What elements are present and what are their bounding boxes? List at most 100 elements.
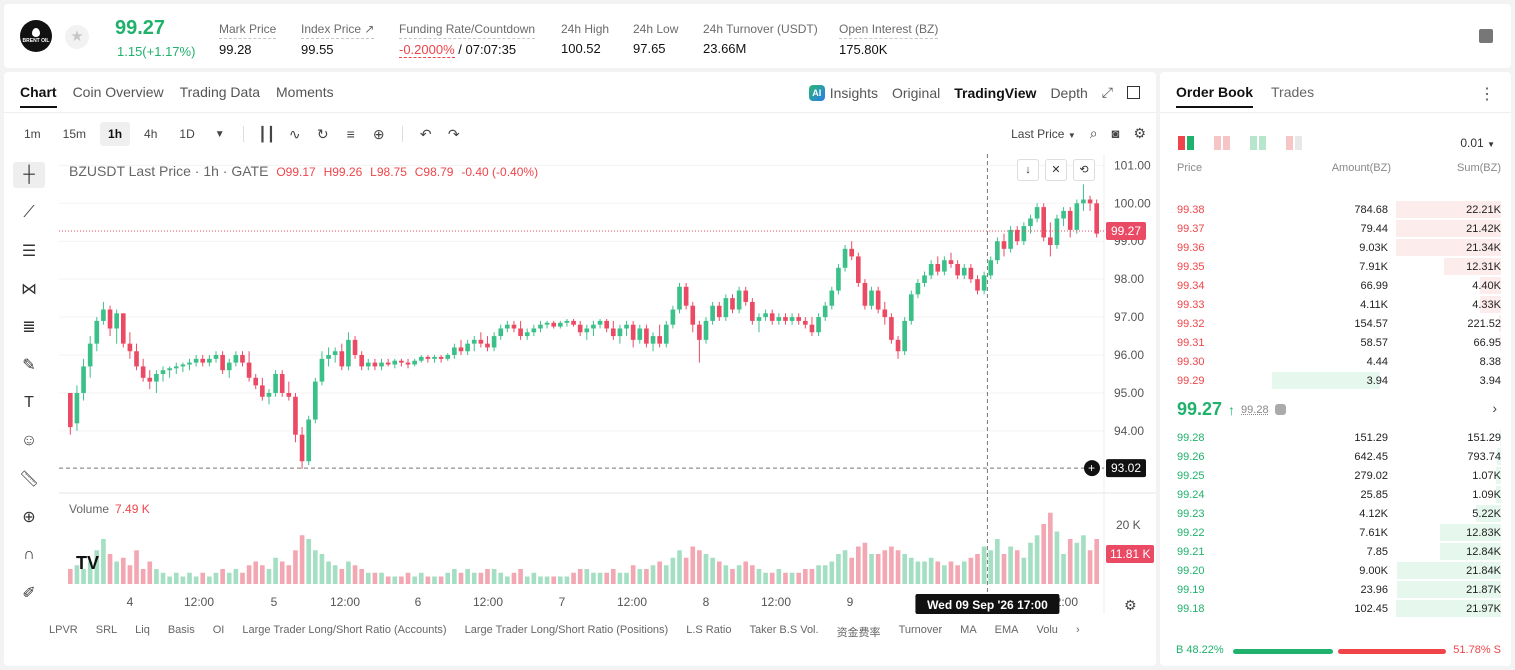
tradingview-button[interactable]: TradingView — [954, 84, 1037, 101]
ask-row[interactable]: 99.33 4.11K 4.33K — [1160, 295, 1511, 314]
favorite-star-icon[interactable]: ★ — [65, 25, 89, 49]
more-options-icon[interactable]: ⋮ — [1479, 86, 1495, 103]
ask-row[interactable]: 99.30 4.44 8.38 — [1160, 352, 1511, 371]
both-sides-icon[interactable] — [1178, 136, 1194, 150]
timeframe-1m[interactable]: 1m — [24, 127, 41, 141]
text-icon[interactable]: T — [24, 394, 34, 411]
precision-select[interactable]: 0.01 ▼ — [1460, 136, 1495, 150]
bid-row[interactable]: 99.18 102.45 21.97K — [1160, 599, 1511, 618]
ask-row[interactable]: 99.32 154.57 221.52 — [1160, 314, 1511, 333]
bid-row[interactable]: 99.25 279.02 1.07K — [1160, 466, 1511, 485]
indicators-icon[interactable]: ∿ — [288, 125, 301, 142]
candle-body — [326, 355, 331, 359]
depth-button[interactable]: Depth — [1050, 84, 1088, 101]
open-interest-stat[interactable]: Open Interest (BZ) 175.80K — [839, 22, 939, 57]
chevron-right-icon[interactable]: › — [1075, 624, 1080, 636]
tab-chart[interactable]: Chart — [20, 84, 57, 108]
tab-trading-data[interactable]: Trading Data — [179, 84, 261, 100]
pattern-icon[interactable]: ⋈ — [21, 281, 37, 298]
ask-row[interactable]: 99.29 3.94 3.94 — [1160, 371, 1511, 390]
indicator-oi[interactable]: OI — [212, 624, 225, 636]
indicator-large-trader-accounts[interactable]: Large Trader Long/Short Ratio (Accounts) — [242, 624, 447, 636]
templates-icon[interactable]: ≡ — [346, 126, 355, 142]
ruler-icon[interactable]: 📏︎ — [18, 471, 40, 488]
mark-price-ref[interactable]: 99.28 — [1241, 403, 1269, 416]
bid-row[interactable]: 99.20 9.00K 21.84K — [1160, 561, 1511, 580]
redo-icon[interactable]: ↷ — [447, 125, 460, 142]
add-alert-icon[interactable]: ⊕ — [372, 125, 385, 142]
ask-row[interactable]: 99.36 9.03K 21.34K — [1160, 238, 1511, 257]
zoom-in-icon[interactable]: ⊕ — [22, 509, 36, 526]
indicator-ema[interactable]: EMA — [994, 624, 1019, 636]
replay-icon[interactable]: ↻ — [316, 125, 329, 142]
tab-order-book[interactable]: Order Book — [1176, 84, 1253, 108]
ask-row[interactable]: 99.37 79.44 21.42K — [1160, 219, 1511, 238]
insights-button[interactable]: AI Insights — [808, 84, 878, 101]
indicator-funding-rate[interactable]: 资金费率 — [836, 627, 881, 639]
mark-price-stat[interactable]: Mark Price 99.28 — [219, 22, 277, 57]
indicator-srl[interactable]: SRL — [95, 624, 118, 636]
timeframe-1h[interactable]: 1h — [100, 122, 131, 146]
asks-only-icon[interactable] — [1214, 136, 1230, 150]
bid-row[interactable]: 99.23 4.12K 5.22K — [1160, 504, 1511, 523]
pencil-icon[interactable]: ✐ — [22, 585, 36, 602]
tab-coin-overview[interactable]: Coin Overview — [72, 84, 164, 100]
bid-row[interactable]: 99.24 25.85 1.09K — [1160, 485, 1511, 504]
mixed-icon[interactable] — [1286, 136, 1302, 150]
ask-row[interactable]: 99.31 58.57 66.95 — [1160, 333, 1511, 352]
bid-row[interactable]: 99.21 7.85 12.84K — [1160, 542, 1511, 561]
indicator-large-trader-positions[interactable]: Large Trader Long/Short Ratio (Positions… — [464, 624, 669, 636]
tab-moments[interactable]: Moments — [276, 84, 334, 100]
brush-icon[interactable]: ✎ — [22, 357, 36, 374]
tab-trades[interactable]: Trades — [1271, 84, 1315, 100]
candlestick-type-icon[interactable]: ┃┃ — [258, 125, 276, 142]
trendline-icon[interactable]: ⟋ — [23, 204, 35, 221]
chevron-right-icon[interactable]: › — [1492, 400, 1497, 416]
timeframe-4h[interactable]: 4h — [144, 127, 158, 141]
indicator-volume[interactable]: Volu — [1036, 624, 1058, 636]
timeframe-1d[interactable]: 1D — [179, 127, 195, 141]
search-icon[interactable]: ⌕ — [1089, 125, 1098, 141]
indicator-ma[interactable]: MA — [960, 624, 977, 636]
bid-row[interactable]: 99.26 642.45 793.74 — [1160, 447, 1511, 466]
indicator-turnover[interactable]: Turnover — [898, 624, 943, 636]
expand-icon[interactable]: ⤢ — [1101, 84, 1113, 100]
indicator-lpvr[interactable]: LPVR — [49, 624, 78, 636]
horizontal-lines-icon[interactable]: ☰ — [21, 243, 37, 260]
brent-oil-logo[interactable]: BRENT OIL — [20, 20, 52, 52]
sync-icon[interactable]: ⟲ — [1073, 159, 1095, 181]
bid-row[interactable]: 99.28 151.29 151.29 — [1160, 428, 1511, 447]
ask-row[interactable]: 99.35 7.91K 12.31K — [1160, 257, 1511, 276]
scroll-down-icon[interactable]: ↓ — [1017, 159, 1039, 181]
volume-bar — [478, 572, 484, 584]
bids-only-icon[interactable] — [1250, 136, 1266, 150]
bid-row[interactable]: 99.22 7.61K 12.83K — [1160, 523, 1511, 542]
chart-corner-controls: ↓ ✕ ⟲ — [1017, 159, 1095, 181]
candle-body — [961, 267, 967, 276]
magnet-icon[interactable]: ∩ — [23, 546, 35, 563]
bid-row[interactable]: 99.19 23.96 21.87K — [1160, 580, 1511, 599]
chevron-down-icon[interactable]: ▼ — [214, 128, 225, 140]
crosshair-icon[interactable]: ┼ — [13, 162, 45, 188]
gear-icon[interactable]: ⚙ — [1133, 125, 1146, 141]
undo-icon[interactable]: ↶ — [419, 125, 432, 142]
indicator-liq[interactable]: Liq — [135, 624, 150, 636]
timeframe-15m[interactable]: 15m — [62, 127, 87, 141]
index-price-stat[interactable]: Index Price ↗ 99.55 — [301, 22, 375, 57]
order-price: 99.32 — [1177, 318, 1205, 330]
funding-rate-stat[interactable]: Funding Rate/Countdown -0.2000% / 07:07:3… — [399, 22, 536, 58]
emoji-icon[interactable]: ☺ — [20, 432, 38, 449]
candlestick-chart[interactable]: 101.00100.0099.0098.0097.0096.0095.0094.… — [59, 154, 1156, 614]
fib-icon[interactable]: ≣ — [22, 319, 36, 336]
window-icon[interactable] — [1127, 86, 1140, 99]
indicator-ls-ratio[interactable]: L.S Ratio — [686, 624, 732, 636]
ask-row[interactable]: 99.38 784.68 22.21K — [1160, 200, 1511, 219]
price-source-select[interactable]: Last Price ▼ — [1011, 126, 1076, 141]
notebook-icon[interactable] — [1479, 29, 1493, 43]
collapse-icon[interactable]: ✕ — [1045, 159, 1067, 181]
original-view-button[interactable]: Original — [891, 84, 941, 101]
camera-icon[interactable]: ◙ — [1111, 126, 1120, 141]
ask-row[interactable]: 99.34 66.99 4.40K — [1160, 276, 1511, 295]
indicator-taker-bs-vol[interactable]: Taker B.S Vol. — [749, 624, 819, 636]
indicator-basis[interactable]: Basis — [167, 624, 195, 636]
